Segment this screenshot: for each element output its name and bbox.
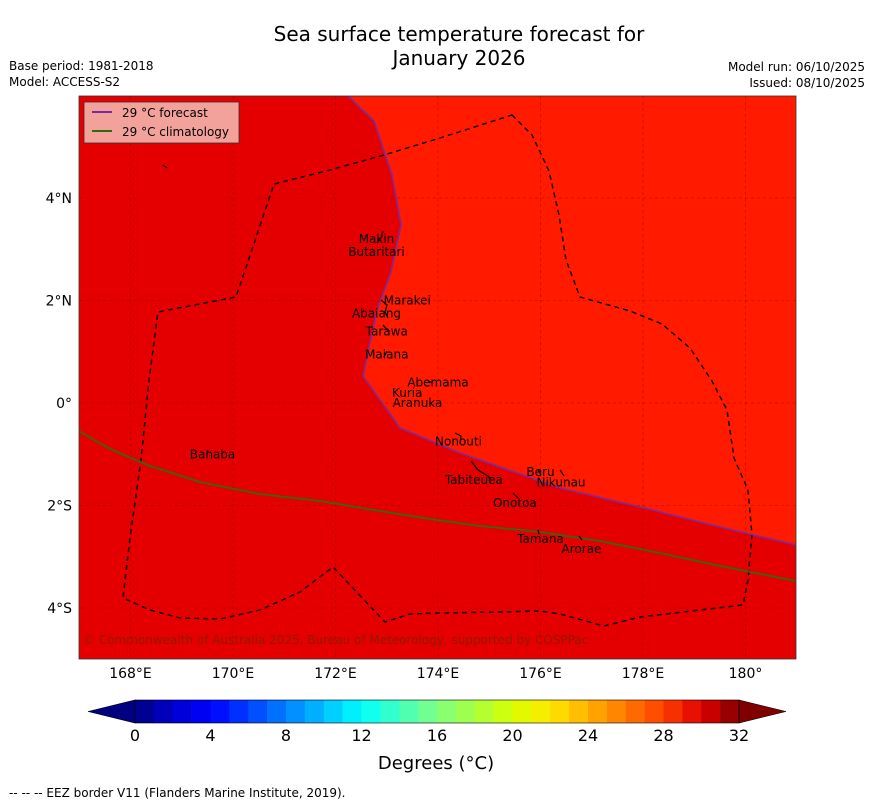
colorbar-swatch xyxy=(399,700,419,723)
place-label: Abaiang xyxy=(352,306,401,320)
map-frame xyxy=(78,95,797,660)
legend-forecast-label: 29 °C forecast xyxy=(122,106,208,120)
colorbar-swatch xyxy=(663,700,683,723)
colorbar-swatch xyxy=(682,700,702,723)
colorbar-swatch xyxy=(512,700,532,723)
colorbar-swatch xyxy=(286,700,306,723)
colorbar-label: Degrees (°C) xyxy=(378,753,494,774)
colorbar-tick-label: 28 xyxy=(653,726,673,745)
y-tick-label: 2°S xyxy=(47,499,72,515)
place-label: Abemama xyxy=(407,376,468,390)
x-tick-label: 176°E xyxy=(519,666,562,682)
eez-footnote: -- -- -- EEZ border V11 (Flanders Marine… xyxy=(9,786,346,800)
issued-date: Issued: 08/10/2025 xyxy=(749,76,865,90)
place-label: Aranuka xyxy=(393,396,443,410)
colorbar-swatch xyxy=(267,700,287,723)
colorbar-swatch xyxy=(493,700,513,723)
colorbar-extend-min xyxy=(87,699,136,724)
place-label: Tarawa xyxy=(365,324,408,338)
colorbar-swatch xyxy=(418,700,438,723)
place-label: Kuria xyxy=(392,386,423,400)
colorbar-swatch xyxy=(644,700,664,723)
place-label: Nikunau xyxy=(536,475,585,489)
model-name: Model: ACCESS-S2 xyxy=(9,75,121,89)
colorbar-tick-label: 0 xyxy=(130,726,140,745)
colorbar-swatch xyxy=(210,700,230,723)
title-line-1: Sea surface temperature forecast for xyxy=(273,22,645,46)
place-label: Beru xyxy=(526,465,554,479)
isotherm-climatology-line xyxy=(79,430,796,582)
colorbar-swatch xyxy=(474,700,494,723)
colorbar-swatch xyxy=(380,700,400,723)
x-tick-label: 170°E xyxy=(212,666,255,682)
base-period: Base period: 1981-2018 xyxy=(9,59,154,73)
title-line-2: January 2026 xyxy=(392,46,526,70)
colorbar-swatch xyxy=(229,700,249,723)
isotherm-forecast-line xyxy=(347,96,796,546)
place-label: Butaritari xyxy=(348,245,405,259)
y-tick-label: 4°N xyxy=(46,191,72,207)
x-tick-label: 172°E xyxy=(314,666,357,682)
chart-title: Sea surface temperature forecast for Jan… xyxy=(0,22,873,70)
colorbar-tick-label: 32 xyxy=(729,726,749,745)
colorbar-tick-label: 20 xyxy=(502,726,522,745)
colorbar-swatch xyxy=(361,700,381,723)
place-label: Makin xyxy=(359,232,395,246)
x-tick-label: 178°E xyxy=(622,666,665,682)
x-axis-ticks: 168°E 170°E 172°E 174°E 176°E 178°E 180° xyxy=(109,666,762,682)
colorbar-swatch xyxy=(455,700,476,723)
place-label: Onotoa xyxy=(493,496,537,510)
colorbar-tick-label: 8 xyxy=(281,726,291,745)
x-tick-label: 174°E xyxy=(417,666,460,682)
colorbar: 0 4 8 12 16 20 24 28 32 xyxy=(87,699,787,745)
colorbar-swatch xyxy=(342,700,362,723)
colorbar-swatch xyxy=(153,700,174,723)
place-label: Marakei xyxy=(384,294,431,308)
warm-region-fill xyxy=(348,96,796,545)
colorbar-tick-label: 16 xyxy=(427,726,447,745)
island-shapes xyxy=(162,164,583,541)
place-label: Maiana xyxy=(365,347,408,361)
colorbar-swatch xyxy=(701,700,721,723)
y-tick-label: 2°N xyxy=(46,294,72,310)
x-tick-label: 180° xyxy=(729,666,763,682)
colorbar-swatch xyxy=(172,700,192,723)
place-label: Tamana xyxy=(516,532,564,546)
colorbar-tick-label: 24 xyxy=(578,726,598,745)
place-label: Banaba xyxy=(190,447,236,461)
place-label: Nonouti xyxy=(435,434,482,448)
colorbar-swatch xyxy=(323,700,343,723)
gridlines xyxy=(79,96,796,659)
colorbar-swatch xyxy=(191,700,211,723)
colorbar-tick-label: 12 xyxy=(351,726,371,745)
colorbar-swatch xyxy=(437,700,457,723)
colorbar-swatch xyxy=(720,700,740,723)
y-tick-label: 0° xyxy=(56,396,72,412)
colorbar-swatch xyxy=(569,700,589,723)
y-tick-label: 4°S xyxy=(47,601,72,617)
x-tick-label: 168°E xyxy=(109,666,152,682)
colorbar-swatch xyxy=(625,700,645,723)
colorbar-extend-max xyxy=(738,699,787,724)
eez-border xyxy=(122,114,753,627)
legend-box xyxy=(83,101,240,144)
colorbar-swatch xyxy=(135,700,155,723)
model-run: Model run: 06/10/2025 xyxy=(727,60,865,74)
place-label: Arorae xyxy=(562,542,602,556)
colorbar-swatch xyxy=(606,700,627,723)
map-legend: 29 °C forecast 29 °C climatology xyxy=(83,101,240,144)
colorbar-swatch xyxy=(304,700,325,723)
place-label: Tabiteuea xyxy=(444,473,503,487)
colorbar-tick-label: 4 xyxy=(205,726,215,745)
colorbar-swatch xyxy=(248,700,268,723)
y-axis-ticks: 4°N 2°N 0° 2°S 4°S xyxy=(46,191,73,617)
colorbar-swatch xyxy=(550,700,570,723)
legend-climatology-label: 29 °C climatology xyxy=(122,125,229,139)
colorbar-swatch xyxy=(588,700,608,723)
colorbar-frame xyxy=(134,699,740,724)
copyright-notice: © Commonwealth of Australia 2025, Bureau… xyxy=(83,633,588,647)
colorbar-swatch xyxy=(531,700,551,723)
